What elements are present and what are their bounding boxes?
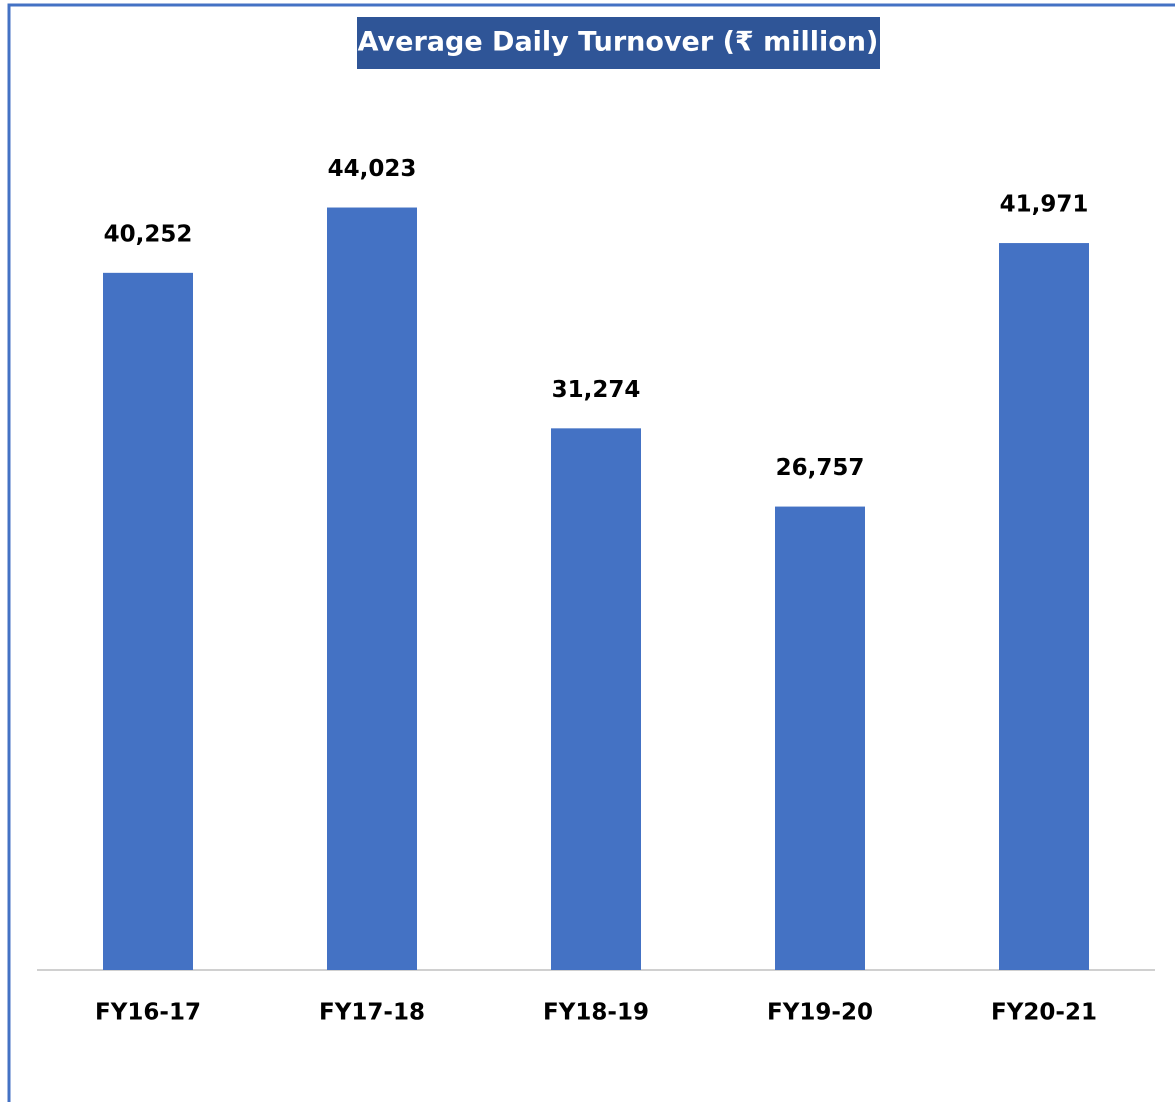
bar [999, 243, 1089, 971]
data-label: 31,274 [552, 377, 641, 403]
x-tick-label: FY16-17 [95, 1000, 201, 1026]
chart-title: Average Daily Turnover (₹ million) [358, 27, 879, 58]
bar [327, 207, 417, 971]
data-label: 41,971 [1000, 192, 1089, 218]
chart-frame [7, 3, 1175, 1102]
x-tick-label: FY17-18 [319, 1000, 425, 1026]
x-tick-label: FY19-20 [767, 1000, 873, 1026]
data-label: 40,252 [104, 221, 193, 247]
x-tick-label: FY20-21 [991, 1000, 1097, 1026]
bar [103, 272, 193, 971]
bar [551, 428, 641, 970]
x-tick-label: FY18-19 [543, 1000, 649, 1026]
data-label: 26,757 [776, 455, 865, 481]
title-box [357, 17, 880, 69]
data-label: 44,023 [328, 156, 417, 182]
bar [775, 506, 865, 970]
